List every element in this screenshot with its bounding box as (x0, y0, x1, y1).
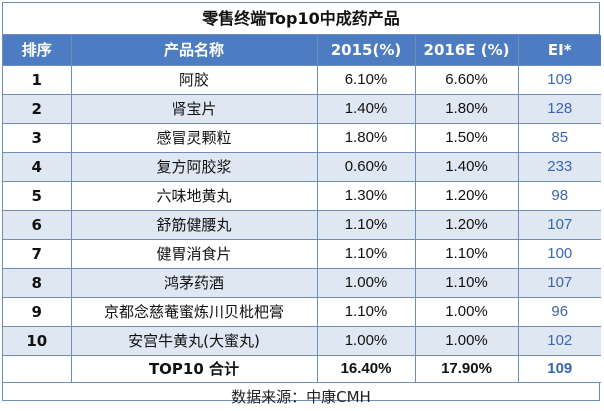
table-container: 零售终端Top10中成药产品 排序 产品名称 2015(%) 2016E (%)… (2, 2, 601, 406)
row-rank: 5 (3, 181, 72, 211)
row-name: 安宫牛黄丸(大蜜丸) (71, 326, 318, 356)
row-ei: 85 (518, 123, 601, 153)
row-ei: 102 (518, 326, 601, 356)
row-2015: 1.10% (317, 210, 416, 240)
table-row: 8 鸿茅药酒 1.00% 1.10% 107 (3, 268, 601, 298)
row-name: 六味地黄丸 (71, 181, 318, 211)
row-rank: 4 (3, 152, 72, 182)
row-name: 肾宝片 (71, 94, 318, 124)
row-name: 舒筋健腰丸 (71, 210, 318, 240)
row-name: 鸿茅药酒 (71, 268, 318, 298)
row-2015: 1.10% (317, 297, 416, 327)
row-2016: 1.50% (415, 123, 519, 153)
row-2015: 0.60% (317, 152, 416, 182)
row-2016: 1.10% (415, 268, 519, 298)
row-rank: 9 (3, 297, 72, 327)
row-ei: 107 (518, 210, 601, 240)
row-2015: 1.10% (317, 239, 416, 269)
row-rank: 7 (3, 239, 72, 269)
row-rank: 6 (3, 210, 72, 240)
total-2015: 16.40% (317, 355, 416, 383)
row-rank: 10 (3, 326, 72, 356)
header-row: 排序 产品名称 2015(%) 2016E (%) EI* (3, 35, 601, 66)
row-2016: 1.80% (415, 94, 519, 124)
row-ei: 98 (518, 181, 601, 211)
table-title: 零售终端Top10中成药产品 (3, 3, 599, 35)
row-ei: 128 (518, 94, 601, 124)
row-2015: 1.00% (317, 268, 416, 298)
row-2016: 1.00% (415, 326, 519, 356)
row-rank: 3 (3, 123, 72, 153)
row-2016: 1.00% (415, 297, 519, 327)
row-name: 京都念慈菴蜜炼川贝枇杷膏 (71, 297, 318, 327)
row-rank: 2 (3, 94, 72, 124)
total-rank-cell (3, 355, 72, 383)
row-2016: 6.60% (415, 65, 519, 95)
header-name: 产品名称 (71, 35, 318, 66)
header-2015: 2015(%) (317, 35, 416, 66)
row-name: 复方阿胶浆 (71, 152, 318, 182)
row-2015: 1.00% (317, 326, 416, 356)
table-row: 7 健胃消食片 1.10% 1.10% 100 (3, 239, 601, 269)
row-ei: 96 (518, 297, 601, 327)
row-2015: 1.30% (317, 181, 416, 211)
row-2015: 1.40% (317, 94, 416, 124)
row-rank: 8 (3, 268, 72, 298)
row-2015: 1.80% (317, 123, 416, 153)
row-rank: 1 (3, 65, 72, 95)
header-ei: EI* (518, 35, 601, 66)
row-ei: 233 (518, 152, 601, 182)
row-ei: 100 (518, 239, 601, 269)
row-2015: 6.10% (317, 65, 416, 95)
row-ei: 107 (518, 268, 601, 298)
table-row: 5 六味地黄丸 1.30% 1.20% 98 (3, 181, 601, 211)
ranking-table: 排序 产品名称 2015(%) 2016E (%) EI* 1 阿胶 6.10%… (3, 35, 601, 383)
row-name: 感冒灵颗粒 (71, 123, 318, 153)
table-row: 6 舒筋健腰丸 1.10% 1.20% 107 (3, 210, 601, 240)
row-name: 健胃消食片 (71, 239, 318, 269)
table-row: 9 京都念慈菴蜜炼川贝枇杷膏 1.10% 1.00% 96 (3, 297, 601, 327)
total-row: TOP10 合计 16.40% 17.90% 109 (3, 355, 601, 383)
row-2016: 1.40% (415, 152, 519, 182)
row-ei: 109 (518, 65, 601, 95)
row-2016: 1.10% (415, 239, 519, 269)
table-row: 10 安宫牛黄丸(大蜜丸) 1.00% 1.00% 102 (3, 326, 601, 356)
table-row: 4 复方阿胶浆 0.60% 1.40% 233 (3, 152, 601, 182)
data-source-note: 数据来源：中康CMH (231, 387, 371, 406)
total-ei: 109 (518, 355, 601, 383)
row-2016: 1.20% (415, 210, 519, 240)
header-2016: 2016E (%) (415, 35, 519, 66)
total-label: TOP10 合计 (71, 355, 318, 383)
row-2016: 1.20% (415, 181, 519, 211)
table-row: 2 肾宝片 1.40% 1.80% 128 (3, 94, 601, 124)
table-row: 3 感冒灵颗粒 1.80% 1.50% 85 (3, 123, 601, 153)
header-rank: 排序 (3, 35, 72, 66)
row-name: 阿胶 (71, 65, 318, 95)
total-2016: 17.90% (415, 355, 519, 383)
table-row: 1 阿胶 6.10% 6.60% 109 (3, 65, 601, 95)
